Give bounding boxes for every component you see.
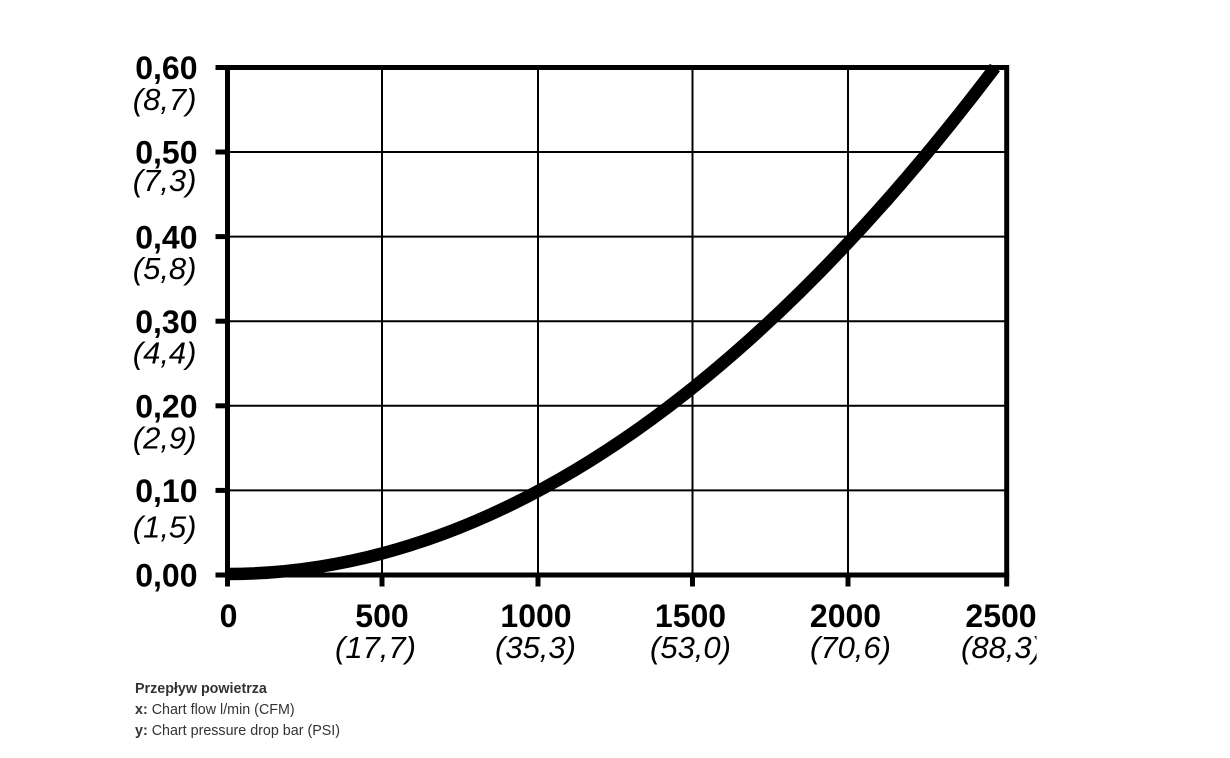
svg-text:1500: 1500 [655, 598, 726, 634]
svg-text:(4,4): (4,4) [133, 336, 197, 371]
svg-text:0,30: 0,30 [135, 304, 197, 340]
svg-text:0,40: 0,40 [135, 219, 197, 255]
svg-text:0,00: 0,00 [135, 558, 197, 594]
svg-text:(53,0): (53,0) [650, 630, 731, 665]
svg-text:(7,3): (7,3) [133, 163, 197, 198]
svg-text:(70,6): (70,6) [810, 630, 891, 665]
svg-text:(5,8): (5,8) [133, 251, 197, 286]
svg-text:0,20: 0,20 [135, 389, 197, 425]
svg-text:0: 0 [220, 598, 238, 634]
svg-text:(1,5): (1,5) [133, 510, 197, 545]
svg-text:0,60: 0,60 [135, 50, 197, 86]
svg-text:(88,3): (88,3) [961, 630, 1042, 665]
svg-text:(17,7): (17,7) [335, 630, 416, 665]
svg-text:2000: 2000 [810, 598, 881, 634]
svg-text:(35,3): (35,3) [495, 630, 576, 665]
svg-text:1000: 1000 [500, 598, 571, 634]
svg-text:0,50: 0,50 [135, 135, 197, 171]
svg-text:500: 500 [355, 598, 408, 634]
svg-text:(8,7): (8,7) [133, 82, 197, 117]
svg-text:0,10: 0,10 [135, 473, 197, 509]
svg-text:2500: 2500 [965, 598, 1036, 634]
svg-text:(2,9): (2,9) [133, 420, 197, 455]
